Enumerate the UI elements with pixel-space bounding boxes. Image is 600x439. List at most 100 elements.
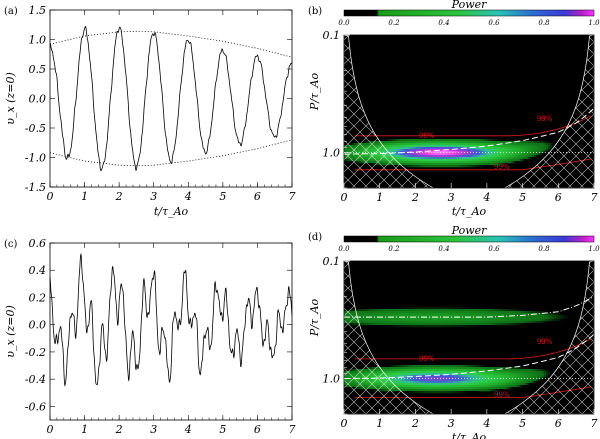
- heatmap-cell: [412, 373, 415, 376]
- heatmap-cell: [532, 315, 535, 318]
- heatmap-cell: [532, 141, 535, 144]
- heatmap-cell: [376, 317, 379, 320]
- heatmap-cell: [456, 319, 459, 322]
- heatmap-cell: [510, 369, 513, 372]
- heatmap-cell: [456, 323, 459, 326]
- heatmap-cell: [472, 383, 475, 386]
- heatmap-cell: [402, 309, 405, 312]
- heatmap-cell: [368, 319, 371, 322]
- heatmap-cell: [394, 151, 397, 154]
- heatmap-cell: [420, 389, 423, 392]
- heatmap-cell: [558, 313, 561, 316]
- heatmap-cell: [526, 153, 529, 156]
- heatmap-cell: [370, 317, 373, 320]
- heatmap-cell: [402, 141, 405, 144]
- heatmap-cell: [414, 385, 417, 388]
- heatmap-cell: [398, 151, 401, 154]
- heatmap-cell: [482, 325, 485, 328]
- heatmap-cell: [406, 385, 409, 388]
- heatmap-cell: [518, 153, 521, 156]
- heatmap-cell: [514, 159, 517, 162]
- y-tick-label: 1.5: [29, 4, 47, 17]
- heatmap-cell: [518, 317, 521, 320]
- heatmap-cell: [438, 157, 441, 160]
- heatmap-cell: [530, 377, 533, 380]
- heatmap-cell: [448, 383, 451, 386]
- heatmap-cell: [542, 143, 545, 146]
- heatmap-cell: [548, 141, 551, 144]
- heatmap-cell: [414, 153, 417, 156]
- heatmap-cell: [490, 163, 493, 166]
- heatmap-cell: [482, 159, 485, 162]
- heatmap-cell: [438, 137, 441, 140]
- heatmap-cell: [424, 165, 427, 168]
- heatmap-cell: [374, 323, 377, 326]
- heatmap-cell: [374, 309, 377, 312]
- heatmap-cell: [404, 365, 407, 368]
- heatmap-cell: [448, 385, 451, 388]
- heatmap-cell: [394, 315, 397, 318]
- heatmap-cell: [498, 147, 501, 150]
- heatmap-cell: [424, 377, 427, 380]
- heatmap-cell: [390, 149, 393, 152]
- heatmap-cell: [482, 321, 485, 324]
- heatmap-cell: [474, 379, 477, 382]
- heatmap-cell: [514, 383, 517, 386]
- heatmap-cell: [420, 365, 423, 368]
- heatmap-cell: [502, 379, 505, 382]
- heatmap-cell: [454, 315, 457, 318]
- x-tick-label: 1: [81, 190, 88, 203]
- heatmap-cell: [432, 139, 435, 142]
- heatmap-cell: [460, 165, 463, 168]
- heatmap-cell: [504, 311, 507, 314]
- heatmap-cell: [408, 313, 411, 316]
- x-tick-label: 7: [289, 190, 296, 203]
- heatmap-cell: [424, 309, 427, 312]
- heatmap-cell: [506, 377, 509, 380]
- heatmap-cell: [422, 319, 425, 322]
- heatmap-cell: [498, 139, 501, 142]
- heatmap-cell: [444, 381, 447, 384]
- heatmap-cell: [370, 309, 373, 312]
- heatmap-cell: [430, 149, 433, 152]
- heatmap-cell: [562, 313, 565, 316]
- heatmap-cell: [450, 307, 453, 310]
- heatmap-cell: [448, 319, 451, 322]
- heatmap-cell: [484, 367, 487, 370]
- heatmap-cell: [500, 375, 503, 378]
- heatmap-cell: [408, 325, 411, 328]
- heatmap-cell: [568, 317, 571, 320]
- heatmap-cell: [416, 165, 419, 168]
- heatmap-cell: [370, 311, 373, 314]
- heatmap-cell: [422, 145, 425, 148]
- heatmap-cell: [468, 365, 471, 368]
- heatmap-cell: [376, 309, 379, 312]
- heatmap-cell: [506, 149, 509, 152]
- heatmap-cell: [412, 385, 415, 388]
- heatmap-cell: [462, 149, 465, 152]
- heatmap-cell: [466, 139, 469, 142]
- heatmap-cell: [448, 325, 451, 328]
- heatmap-cell: [416, 365, 419, 368]
- heatmap-cell: [376, 307, 379, 310]
- heatmap-cell: [524, 383, 527, 386]
- heatmap-cell: [426, 383, 429, 386]
- heatmap-cell: [426, 307, 429, 310]
- heatmap-cell: [444, 157, 447, 160]
- heatmap-cell: [428, 385, 431, 388]
- heatmap-cell: [474, 143, 477, 146]
- heatmap-cell: [526, 369, 529, 372]
- heatmap-cell: [474, 375, 477, 378]
- heatmap-cell: [442, 379, 445, 382]
- heatmap-cell: [418, 309, 421, 312]
- heatmap-cell: [514, 155, 517, 158]
- heatmap-cell: [512, 371, 515, 374]
- heatmap-cell: [480, 159, 483, 162]
- heatmap-cell: [552, 317, 555, 320]
- heatmap-cell: [510, 373, 513, 376]
- heatmap-cell: [422, 159, 425, 162]
- heatmap-cell: [466, 383, 469, 386]
- heatmap-cell: [546, 313, 549, 316]
- heatmap-cell: [370, 323, 373, 326]
- heatmap-cell: [544, 375, 547, 378]
